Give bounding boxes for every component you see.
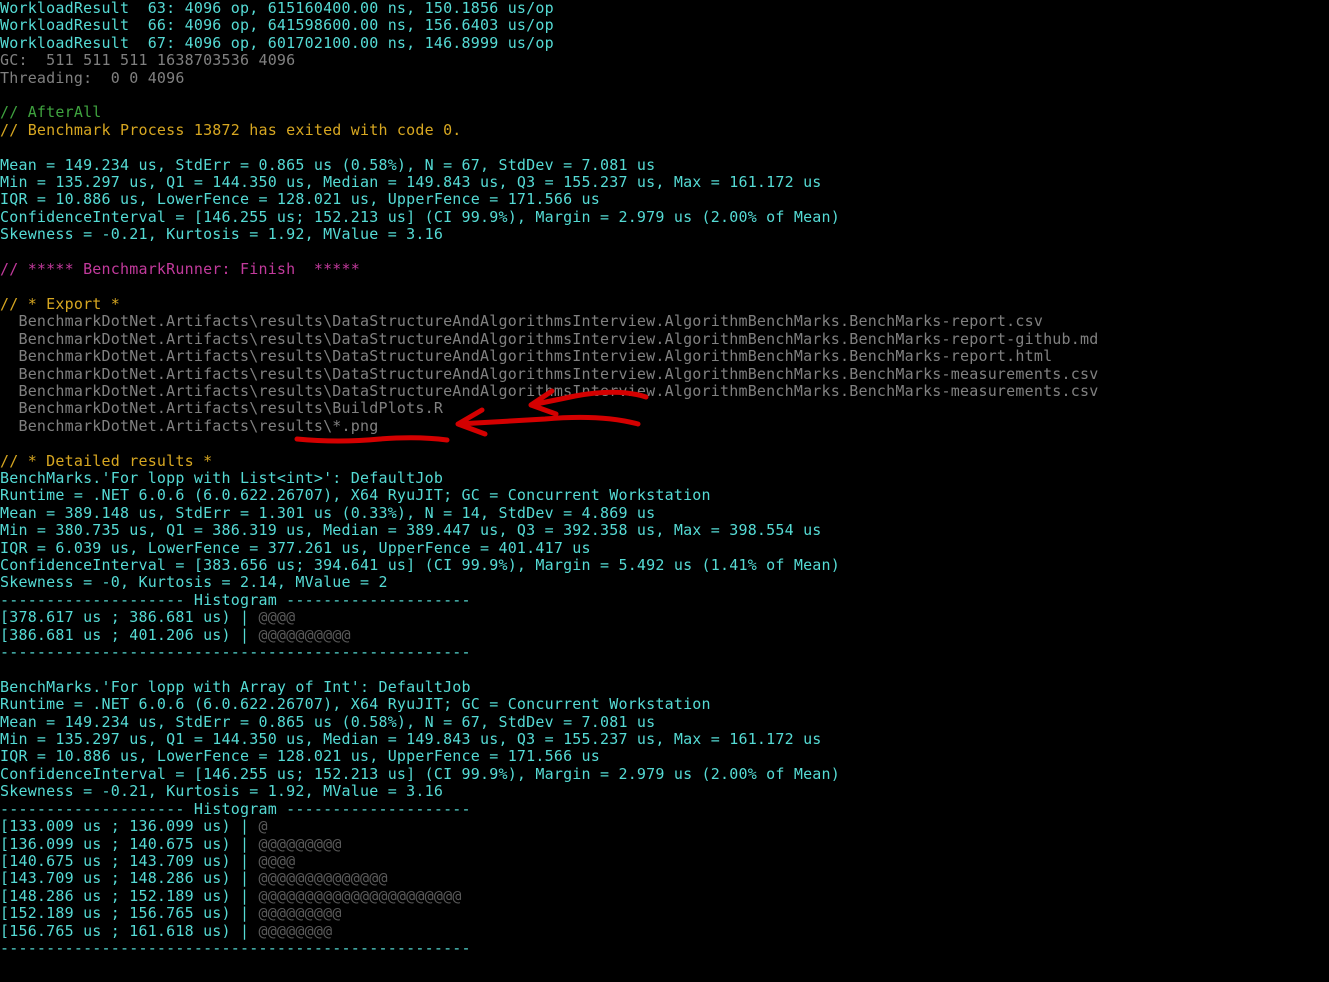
hist-range: [133.009 us ; 136.099 us) | — [0, 817, 258, 835]
gc-line: GC: 511 511 511 1638703536 4096 — [0, 51, 295, 69]
export-file-buildplots: BenchmarkDotNet.Artifacts\results\BuildP… — [0, 399, 443, 417]
stats-minmax: Min = 135.297 us, Q1 = 144.350 us, Media… — [0, 173, 822, 191]
hist-bars: @@@@@@@@@ — [258, 904, 341, 922]
result2-hist-row: [148.286 us ; 152.189 us) | @@@@@@@@@@@@… — [0, 887, 462, 905]
result1-ci: ConfidenceInterval = [383.656 us; 394.64… — [0, 556, 840, 574]
result1-mean: Mean = 389.148 us, StdErr = 1.301 us (0.… — [0, 504, 655, 522]
hist-bars: @@@@ — [258, 852, 295, 870]
result2-runtime: Runtime = .NET 6.0.6 (6.0.622.26707), X6… — [0, 695, 711, 713]
workload-line: WorkloadResult 63: 4096 op, 615160400.00… — [0, 0, 554, 17]
result2-ci: ConfidenceInterval = [146.255 us; 152.21… — [0, 765, 840, 783]
export-file: BenchmarkDotNet.Artifacts\results\DataSt… — [0, 312, 1043, 330]
detailed-results-header: // * Detailed results * — [0, 452, 212, 470]
export-file: BenchmarkDotNet.Artifacts\results\DataSt… — [0, 382, 1098, 400]
result2-hist-header: -------------------- Histogram ---------… — [0, 800, 471, 818]
hist-range: [386.681 us ; 401.206 us) | — [0, 626, 258, 644]
result1-title: BenchMarks.'For lopp with List<int>': De… — [0, 469, 443, 487]
hist-bars: @@@@@@@@@ — [258, 835, 341, 853]
benchmark-exit-line: // Benchmark Process 13872 has exited wi… — [0, 121, 462, 139]
hist-bars: @@@@@@@@@@@@@@@@@@@@@@ — [258, 887, 461, 905]
result2-hist-row: [136.099 us ; 140.675 us) | @@@@@@@@@ — [0, 835, 342, 853]
export-file: BenchmarkDotNet.Artifacts\results\DataSt… — [0, 365, 1098, 383]
stats-mean: Mean = 149.234 us, StdErr = 0.865 us (0.… — [0, 156, 655, 174]
result2-hist-row: [133.009 us ; 136.099 us) | @ — [0, 817, 268, 835]
hist-bars: @@@@@@@@@@ — [258, 626, 350, 644]
hist-range: [378.617 us ; 386.681 us) | — [0, 608, 258, 626]
result1-hist-header: -------------------- Histogram ---------… — [0, 591, 471, 609]
hist-range: [136.099 us ; 140.675 us) | — [0, 835, 258, 853]
afterall-label: // AfterAll — [0, 103, 102, 121]
result1-iqr: IQR = 6.039 us, LowerFence = 377.261 us,… — [0, 539, 591, 557]
workload-line: WorkloadResult 66: 4096 op, 641598600.00… — [0, 16, 554, 34]
workload-line: WorkloadResult 67: 4096 op, 601702100.00… — [0, 34, 554, 52]
result1-minmax: Min = 380.735 us, Q1 = 386.319 us, Media… — [0, 521, 822, 539]
result2-mean: Mean = 149.234 us, StdErr = 0.865 us (0.… — [0, 713, 655, 731]
result1-hist-footer: ----------------------------------------… — [0, 643, 471, 661]
result2-hist-row: [140.675 us ; 143.709 us) | @@@@ — [0, 852, 295, 870]
runner-finish-line: // ***** BenchmarkRunner: Finish ***** — [0, 260, 360, 278]
hist-bars: @@@@ — [258, 608, 295, 626]
export-file: BenchmarkDotNet.Artifacts\results\DataSt… — [0, 347, 1052, 365]
result2-hist-row: [143.709 us ; 148.286 us) | @@@@@@@@@@@@… — [0, 869, 388, 887]
result2-title: BenchMarks.'For lopp with Array of Int':… — [0, 678, 471, 696]
hist-bars: @ — [258, 817, 267, 835]
stats-skew: Skewness = -0.21, Kurtosis = 1.92, MValu… — [0, 225, 443, 243]
export-file: BenchmarkDotNet.Artifacts\results\DataSt… — [0, 330, 1098, 348]
result2-iqr: IQR = 10.886 us, LowerFence = 128.021 us… — [0, 747, 600, 765]
export-header: // * Export * — [0, 295, 120, 313]
hist-range: [140.675 us ; 143.709 us) | — [0, 852, 258, 870]
stats-ci: ConfidenceInterval = [146.255 us; 152.21… — [0, 208, 840, 226]
result1-runtime: Runtime = .NET 6.0.6 (6.0.622.26707), X6… — [0, 486, 711, 504]
export-file-png: BenchmarkDotNet.Artifacts\results\*.png — [0, 417, 378, 435]
result2-skew: Skewness = -0.21, Kurtosis = 1.92, MValu… — [0, 782, 443, 800]
hist-range: [143.709 us ; 148.286 us) | — [0, 869, 258, 887]
hist-range: [152.189 us ; 156.765 us) | — [0, 904, 258, 922]
threading-line: Threading: 0 0 4096 — [0, 69, 185, 87]
hist-bars: @@@@@@@@ — [258, 922, 332, 940]
result2-hist-footer: ----------------------------------------… — [0, 939, 471, 957]
stats-iqr: IQR = 10.886 us, LowerFence = 128.021 us… — [0, 190, 600, 208]
result1-hist-row: [378.617 us ; 386.681 us) | @@@@ — [0, 608, 295, 626]
hist-range: [148.286 us ; 152.189 us) | — [0, 887, 258, 905]
result2-hist-row: [152.189 us ; 156.765 us) | @@@@@@@@@ — [0, 904, 342, 922]
terminal-output: WorkloadResult 63: 4096 op, 615160400.00… — [0, 0, 1329, 957]
result1-skew: Skewness = -0, Kurtosis = 2.14, MValue =… — [0, 573, 388, 591]
hist-range: [156.765 us ; 161.618 us) | — [0, 922, 258, 940]
result2-hist-row: [156.765 us ; 161.618 us) | @@@@@@@@ — [0, 922, 332, 940]
result2-minmax: Min = 135.297 us, Q1 = 144.350 us, Media… — [0, 730, 822, 748]
result1-hist-row: [386.681 us ; 401.206 us) | @@@@@@@@@@ — [0, 626, 351, 644]
hist-bars: @@@@@@@@@@@@@@ — [258, 869, 387, 887]
